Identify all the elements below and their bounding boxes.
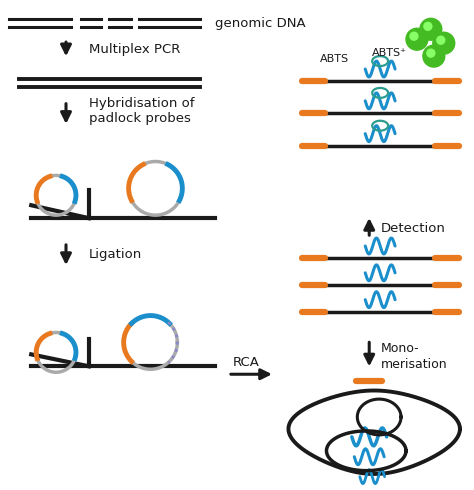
- Circle shape: [410, 32, 418, 40]
- Text: Multiplex PCR: Multiplex PCR: [89, 43, 180, 56]
- Text: genomic DNA: genomic DNA: [215, 17, 306, 30]
- Text: Mono-
merisation: Mono- merisation: [381, 342, 448, 371]
- Circle shape: [433, 32, 455, 54]
- Circle shape: [420, 18, 442, 40]
- Text: Ligation: Ligation: [89, 248, 142, 262]
- Circle shape: [406, 28, 428, 50]
- Text: ABTS: ABTS: [320, 54, 349, 64]
- Circle shape: [424, 23, 432, 30]
- Text: ABTS⁺: ABTS⁺: [372, 48, 407, 58]
- Text: Detection: Detection: [381, 221, 446, 235]
- Circle shape: [427, 49, 435, 57]
- Text: RCA: RCA: [233, 356, 260, 369]
- Text: Hybridisation of
padlock probes: Hybridisation of padlock probes: [89, 97, 194, 125]
- Circle shape: [437, 36, 445, 44]
- Circle shape: [423, 45, 445, 67]
